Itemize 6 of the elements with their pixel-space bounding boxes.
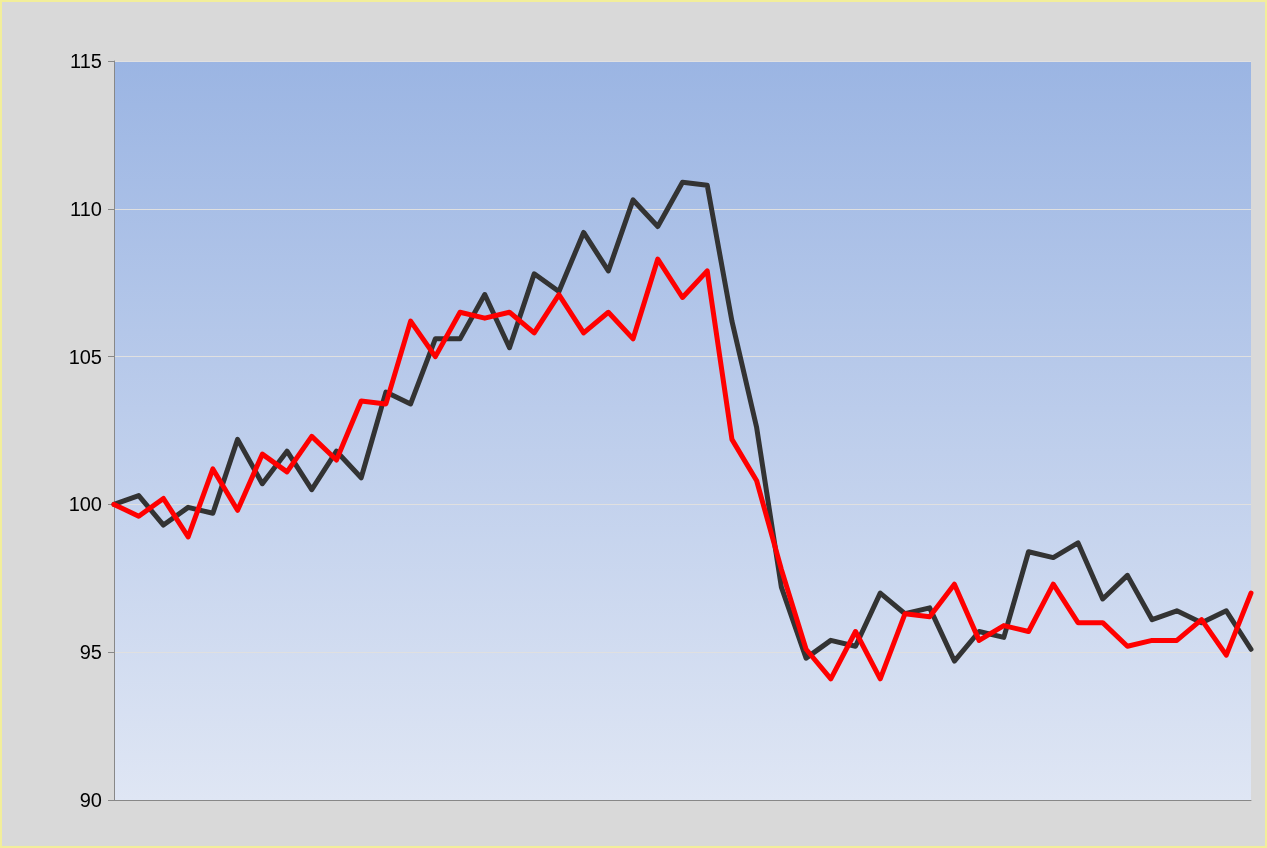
- y-tick-label: 90: [79, 789, 102, 811]
- y-tick-label: 100: [68, 493, 102, 516]
- y-tick-label: 115: [70, 50, 102, 72]
- y-tick-label: 95: [79, 641, 102, 664]
- y-tick-label: 110: [70, 197, 102, 220]
- y-tick-label: 105: [68, 345, 102, 368]
